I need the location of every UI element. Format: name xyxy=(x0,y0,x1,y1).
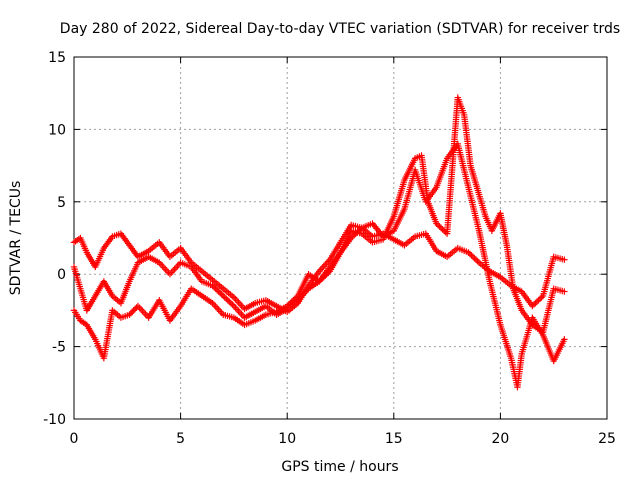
data-point xyxy=(210,284,218,291)
data-point xyxy=(218,291,225,298)
data-point xyxy=(284,302,291,310)
data-point xyxy=(468,252,475,259)
data-point xyxy=(471,255,478,262)
y-tick-label: 15 xyxy=(48,50,66,66)
data-point xyxy=(291,295,299,303)
data-point xyxy=(440,227,448,234)
data-point xyxy=(465,249,472,256)
x-tick-label: 0 xyxy=(70,431,79,447)
data-points xyxy=(70,94,568,391)
data-point xyxy=(347,234,355,242)
data-point xyxy=(129,308,136,316)
data-point xyxy=(433,220,440,227)
data-point xyxy=(536,295,544,303)
data-point xyxy=(349,233,356,240)
data-point xyxy=(351,231,358,239)
data-point xyxy=(466,250,474,258)
chart-title: Day 280 of 2022, Sidereal Day-to-day VTE… xyxy=(60,21,620,37)
data-point xyxy=(287,299,294,307)
data-point xyxy=(436,223,443,230)
data-point xyxy=(472,256,480,263)
x-tick-label: 5 xyxy=(176,431,185,447)
data-point xyxy=(288,298,295,305)
data-point xyxy=(130,307,137,314)
y-tick-label: 5 xyxy=(57,195,66,211)
y-tick-label: -5 xyxy=(52,340,66,356)
data-point xyxy=(561,336,568,343)
data-point xyxy=(437,224,445,232)
data-point xyxy=(227,299,235,307)
data-point xyxy=(212,285,219,292)
data-point xyxy=(354,229,361,236)
data-point xyxy=(469,253,477,261)
x-axis-label: GPS time / hours xyxy=(281,459,398,475)
data-point xyxy=(213,286,221,294)
data-point xyxy=(126,311,133,318)
y-tick-label: -10 xyxy=(43,412,66,428)
data-point xyxy=(355,227,362,234)
data-point xyxy=(216,289,224,297)
data-point xyxy=(530,301,538,308)
y-tick-label: 0 xyxy=(57,267,66,283)
plot-frame xyxy=(73,56,608,420)
data-point xyxy=(290,297,297,304)
data-point xyxy=(533,298,541,305)
data-point xyxy=(215,288,222,295)
data-point xyxy=(220,292,227,300)
data-point xyxy=(535,297,542,304)
x-tick-label: 15 xyxy=(385,431,403,447)
data-point xyxy=(221,294,228,301)
data-point xyxy=(474,257,481,265)
x-tick-label: 20 xyxy=(491,431,509,447)
data-point xyxy=(285,301,292,308)
data-point xyxy=(131,305,139,313)
series-track-3 xyxy=(70,140,568,391)
data-point xyxy=(209,282,216,289)
data-point xyxy=(352,230,359,237)
data-point xyxy=(434,221,442,229)
data-point xyxy=(229,301,236,308)
x-tick-label: 10 xyxy=(278,431,296,447)
data-point xyxy=(532,299,539,307)
x-tick-label: 25 xyxy=(598,431,616,447)
data-point xyxy=(224,297,232,304)
data-point xyxy=(223,295,230,303)
data-point xyxy=(127,310,135,317)
data-point xyxy=(561,256,568,263)
data-point xyxy=(529,302,536,310)
data-point xyxy=(357,226,364,233)
data-point xyxy=(538,294,545,301)
data-point xyxy=(293,294,300,301)
series-track-1 xyxy=(70,221,568,316)
data-point xyxy=(561,288,568,295)
y-axis-label: SDTVAR / TECUs xyxy=(8,181,24,296)
y-tick-label: 10 xyxy=(48,122,66,138)
data-point xyxy=(226,298,233,305)
